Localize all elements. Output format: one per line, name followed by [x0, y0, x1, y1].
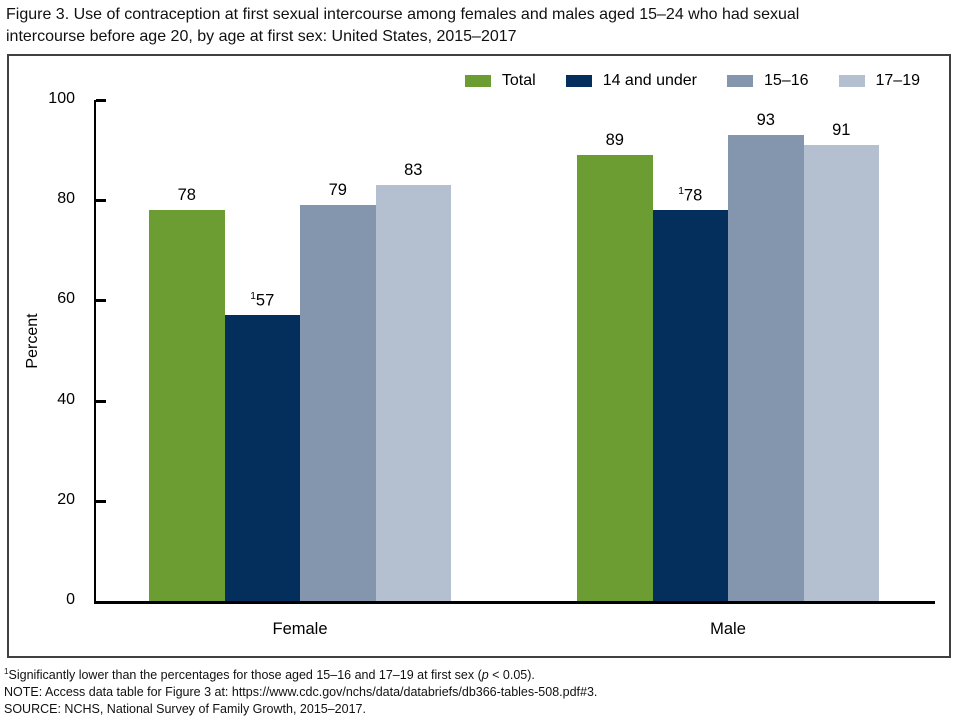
- y-axis-line: [94, 100, 96, 601]
- legend-swatch-17-19: [838, 75, 865, 87]
- y-tick-80: [96, 199, 106, 203]
- y-tick-20: [96, 499, 106, 503]
- figure-title: Figure 3. Use of contraception at first …: [6, 4, 946, 47]
- footnote-p-italic: p: [481, 668, 489, 683]
- y-tick-40: [96, 399, 106, 403]
- y-tick-label-60: 60: [57, 290, 75, 308]
- bar-female-15-16: [300, 205, 376, 601]
- footnote-significance: 1Significantly lower than the percentage…: [4, 663, 597, 684]
- bar-value-label-female-17-19: 83: [404, 161, 423, 180]
- figure-title-line2: intercourse before age 20, by age at fir…: [6, 27, 517, 45]
- bar-value-label-male-total: 89: [605, 131, 624, 150]
- legend-item-14-and-under: 14 and under: [565, 72, 697, 90]
- y-tick-label-100: 100: [48, 90, 75, 107]
- bar-male-14-and-under: [652, 210, 728, 601]
- legend-item-total: Total: [464, 72, 536, 90]
- x-axis-line: [94, 601, 935, 604]
- bar-value-label-male-15-16: 93: [756, 111, 775, 130]
- footnote-significance-end: < 0.05).: [488, 668, 535, 683]
- chart-legend: Total 14 and under 15–16 17–19: [464, 72, 921, 90]
- legend-swatch-14-and-under: [565, 75, 592, 87]
- chart-frame: Total 14 and under 15–16 17–19 Percent 0 20 4…: [7, 54, 951, 658]
- bar-value-label-female-15-16: 79: [328, 181, 347, 200]
- legend-label-total: Total: [501, 72, 536, 89]
- y-tick-label-80: 80: [57, 190, 75, 208]
- footnote-superscript: 1: [4, 667, 9, 676]
- bar-female-total: [149, 210, 225, 601]
- figure-title-line1: Figure 3. Use of contraception at first …: [6, 6, 800, 23]
- y-axis-title: Percent: [24, 313, 41, 369]
- bar-female-17-19: [375, 185, 451, 601]
- bar-value-label-male-17-19: 91: [832, 121, 851, 140]
- bar-value-label-female-total: 78: [177, 186, 196, 205]
- y-tick-label-0: 0: [66, 591, 75, 608]
- y-tick-100: [96, 99, 106, 102]
- legend-item-15-16: 15–16: [727, 72, 809, 90]
- legend-label-17-19: 17–19: [875, 72, 921, 89]
- footnote-note: NOTE: Access data table for Figure 3 at:…: [4, 685, 598, 700]
- y-tick-label-20: 20: [57, 490, 75, 508]
- bar-male-total: [577, 155, 653, 601]
- bar-value-label-male-14-and-under: 178: [678, 186, 703, 205]
- footnote-significance-text: Significantly lower than the percentages…: [8, 668, 482, 683]
- x-category-label-female: Female: [272, 620, 328, 638]
- bar-male-15-16: [728, 135, 804, 601]
- bar-female-14-and-under: [224, 315, 300, 601]
- footnotes: 1Significantly lower than the percentage…: [4, 663, 597, 718]
- bar-male-17-19: [803, 145, 879, 601]
- y-tick-label-40: 40: [57, 390, 75, 408]
- legend-item-17-19: 17–19: [838, 72, 921, 90]
- x-category-label-male: Male: [710, 620, 746, 638]
- footnote-source: SOURCE: NCHS, National Survey of Family …: [4, 702, 366, 717]
- legend-label-14-and-under: 14 and under: [602, 72, 697, 89]
- legend-label-15-16: 15–16: [764, 72, 809, 89]
- bar-value-label-female-14-and-under: 157: [250, 291, 275, 310]
- legend-swatch-total: [464, 75, 491, 87]
- legend-swatch-15-16: [727, 75, 753, 87]
- y-tick-60: [96, 299, 106, 303]
